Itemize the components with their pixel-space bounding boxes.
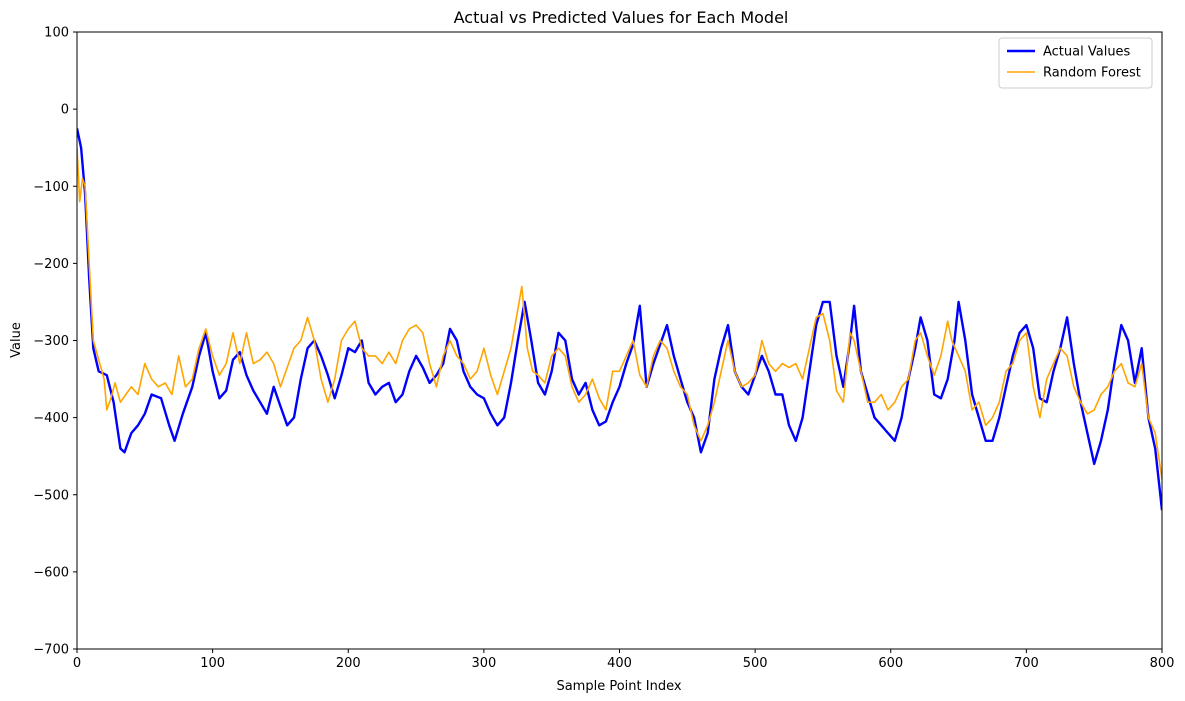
- series-line-actual-values: [77, 128, 1162, 511]
- legend: Actual Values Random Forest: [998, 37, 1153, 89]
- x-tick-label: 800: [1150, 656, 1175, 671]
- y-axis: 100 0 −100 −200 −300 −400 −500 −600 −700: [33, 26, 77, 658]
- y-tick-label: −100: [33, 180, 69, 195]
- legend-label: Random Forest: [1043, 66, 1141, 81]
- series-layer: [77, 128, 1162, 511]
- legend-label: Actual Values: [1043, 45, 1131, 60]
- y-tick-label: −700: [33, 643, 69, 658]
- legend-box: [998, 37, 1153, 89]
- y-tick-label: −200: [33, 257, 69, 272]
- x-axis-title: Sample Point Index: [556, 679, 681, 694]
- x-tick-label: 0: [73, 656, 81, 671]
- x-tick-label: 300: [471, 656, 496, 671]
- y-tick-label: 0: [61, 103, 69, 118]
- y-tick-label: −500: [33, 488, 69, 503]
- y-tick-label: −400: [33, 411, 69, 426]
- y-axis-title: Value: [9, 322, 24, 358]
- x-tick-label: 600: [878, 656, 903, 671]
- x-tick-label: 100: [200, 656, 225, 671]
- x-axis: 0 100 200 300 400 500 600 700 800: [73, 649, 1175, 671]
- x-tick-label: 400: [607, 656, 632, 671]
- series-line-random-forest: [77, 147, 1162, 480]
- x-tick-label: 200: [336, 656, 361, 671]
- y-tick-label: −300: [33, 334, 69, 349]
- x-tick-label: 500: [743, 656, 768, 671]
- y-tick-label: −600: [33, 565, 69, 580]
- chart-title: Actual vs Predicted Values for Each Mode…: [454, 8, 789, 27]
- y-tick-label: 100: [44, 26, 69, 41]
- x-tick-label: 700: [1014, 656, 1039, 671]
